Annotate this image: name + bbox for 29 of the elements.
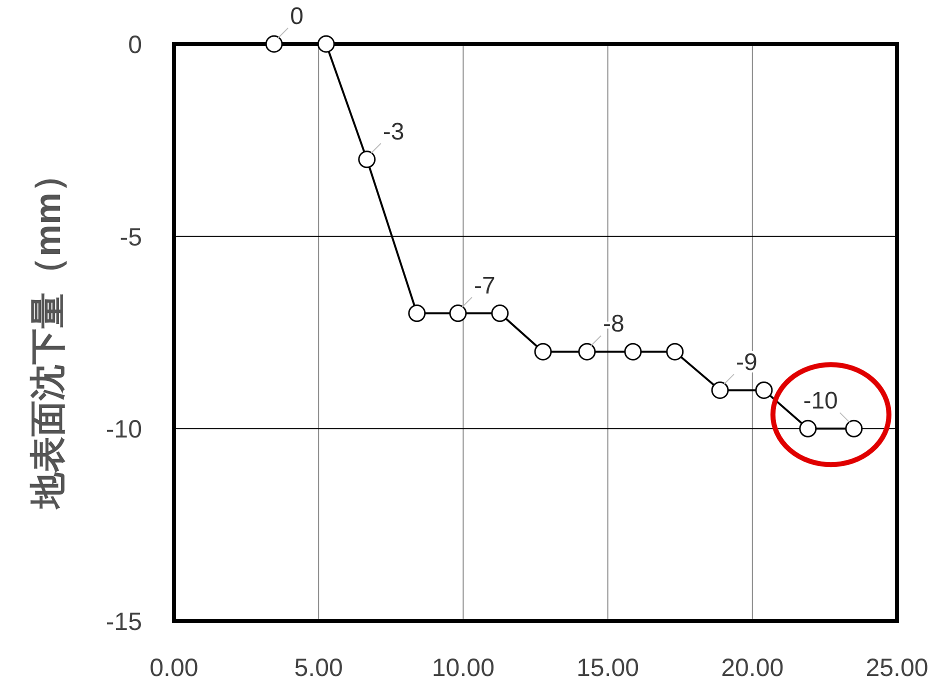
data-label: -3: [382, 118, 404, 146]
x-tick-label: 10.00: [432, 654, 494, 682]
point: [755, 381, 773, 399]
point: [358, 150, 376, 168]
x-tick-label: 5.00: [294, 654, 343, 682]
point: [491, 304, 509, 322]
x-tick-label: 20.00: [721, 654, 784, 682]
point: [845, 420, 863, 438]
point: [449, 304, 467, 322]
x-tick-label: 0.00: [150, 654, 198, 682]
y-tick-label: 0: [128, 31, 142, 59]
y-tick-label: -15: [106, 608, 142, 636]
y-tick-label: -5: [120, 223, 142, 252]
point: [408, 304, 426, 322]
x-tick-label: 15.00: [576, 654, 640, 682]
point: [711, 381, 729, 399]
x-tick-label: 25.00: [866, 654, 928, 682]
point: [799, 420, 817, 438]
y-axis-title: 地表面沈下量（mm）: [27, 156, 68, 511]
point: [317, 35, 335, 53]
data-label: -7: [474, 272, 496, 300]
point: [534, 342, 552, 360]
data-label: 0: [290, 3, 304, 30]
point: [666, 342, 684, 360]
point: [578, 342, 596, 360]
data-label: -10: [803, 388, 838, 415]
point: [265, 35, 283, 53]
y-tick-label: -10: [106, 416, 142, 444]
point: [624, 342, 642, 360]
